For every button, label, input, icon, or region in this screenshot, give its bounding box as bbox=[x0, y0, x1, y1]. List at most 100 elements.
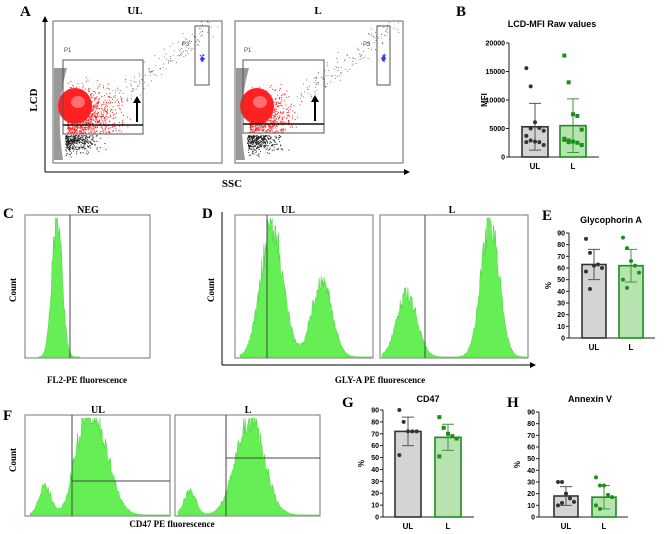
y-tick-label: 10000 bbox=[486, 98, 506, 105]
x-tick-label: L bbox=[446, 522, 451, 531]
y-tick-label: 10 bbox=[527, 503, 535, 510]
y-tick-label: 40 bbox=[527, 468, 535, 475]
panel-label-a: A bbox=[20, 4, 31, 20]
y-tick-label: 80 bbox=[527, 421, 535, 428]
y-tick-label: 0 bbox=[501, 155, 505, 162]
arrowhead-icon bbox=[404, 169, 410, 175]
data-point bbox=[568, 496, 572, 501]
bar-chart-e: Glycophorin A% 0 10 20 30 40 50 60 70 80 90 UL L bbox=[544, 215, 655, 352]
panel-d-title-l: L bbox=[449, 205, 456, 216]
y-tick-label: 70 bbox=[527, 433, 535, 440]
y-tick-label: 60 bbox=[557, 266, 565, 273]
bar-chart-g: CD47% 0 10 20 30 40 50 60 70 80 90 UL L bbox=[357, 394, 474, 531]
data-point bbox=[562, 137, 567, 142]
x-tick-label: UL bbox=[530, 162, 541, 171]
x-tick-label: UL bbox=[561, 522, 572, 531]
debris-cloud bbox=[54, 68, 67, 160]
gate-label-p3: P3 bbox=[182, 42, 190, 48]
bar-chart-b: LCD-MFI Raw values MFI 0 5000 10000 15000 2000… bbox=[480, 19, 599, 171]
data-point bbox=[454, 436, 459, 441]
x-tick-label: UL bbox=[589, 343, 600, 352]
data-point bbox=[528, 138, 533, 143]
y-tick-label: 50 bbox=[557, 277, 565, 284]
data-point bbox=[637, 270, 641, 275]
data-point bbox=[606, 492, 610, 497]
data-point bbox=[556, 480, 560, 484]
y-tick-label: 10 bbox=[557, 324, 565, 331]
panel-label-d: D bbox=[202, 206, 213, 222]
data-point bbox=[566, 80, 571, 85]
data-point bbox=[560, 501, 564, 505]
panel-f-title-l: L bbox=[245, 405, 252, 416]
data-point bbox=[541, 143, 546, 148]
panel-label-f: F bbox=[3, 408, 12, 424]
data-point bbox=[537, 125, 542, 130]
data-point bbox=[594, 503, 598, 508]
data-point bbox=[572, 499, 576, 504]
arrowhead-icon bbox=[530, 362, 536, 368]
gate-p1-l bbox=[242, 59, 325, 134]
chart-title: Glycophorin A bbox=[580, 215, 642, 225]
up-arrow-icon bbox=[311, 95, 319, 121]
data-point bbox=[560, 480, 564, 484]
plot-frame-ul bbox=[24, 414, 171, 517]
data-point bbox=[414, 429, 419, 434]
y-tick-label: 80 bbox=[371, 419, 379, 426]
bar-chart-h: Annexin V% 0 10 20 30 40 50 60 70 80 90 UL L bbox=[513, 394, 628, 531]
y-tick-label: 90 bbox=[527, 410, 535, 417]
y-axis-label: % bbox=[357, 460, 366, 467]
y-tick-label: 50 bbox=[527, 456, 535, 463]
data-point bbox=[579, 127, 584, 132]
y-tick-label: 10 bbox=[371, 503, 379, 510]
data-point bbox=[598, 506, 602, 511]
panel-f-xlabel: CD47 PE fluorescence bbox=[129, 519, 214, 529]
x-tick-label: L bbox=[571, 162, 576, 171]
data-point bbox=[625, 246, 629, 251]
gate-p3-l bbox=[376, 25, 391, 86]
y-axis-label: % bbox=[513, 461, 522, 468]
y-tick-label: 90 bbox=[371, 408, 379, 415]
y-tick-label: 0 bbox=[561, 336, 565, 343]
data-point bbox=[556, 503, 560, 508]
panel-label-b: B bbox=[456, 4, 466, 20]
chart-title: Annexin V bbox=[568, 394, 612, 404]
data-point bbox=[592, 263, 596, 268]
error-bar bbox=[560, 486, 572, 506]
y-tick-label: 20 bbox=[371, 491, 379, 498]
data-point bbox=[629, 259, 633, 263]
y-tick-label: 40 bbox=[557, 289, 565, 296]
y-axis-label: MFI bbox=[480, 93, 489, 107]
data-point bbox=[594, 475, 598, 480]
data-point bbox=[564, 491, 568, 496]
plot-frame-ul bbox=[52, 20, 223, 164]
panel-c-histogram: C NEG Count FL2-PE fluorescence bbox=[3, 205, 151, 385]
data-point bbox=[562, 53, 567, 58]
histogram-fill bbox=[29, 417, 169, 516]
gate-label-p1: P1 bbox=[244, 48, 252, 54]
y-tick-label: 30 bbox=[371, 479, 379, 486]
x-tick-label: L bbox=[602, 522, 607, 531]
data-point bbox=[579, 143, 584, 148]
data-point bbox=[602, 483, 606, 488]
panel-f-histogram: F UL L Count CD47 PE fluorescence bbox=[3, 405, 321, 529]
y-tick-label: 60 bbox=[527, 445, 535, 452]
data-point bbox=[446, 431, 450, 436]
panel-label-e: E bbox=[542, 208, 552, 224]
data-point bbox=[596, 262, 600, 267]
panel-c-xlabel: FL2-PE fluorescence bbox=[47, 375, 127, 385]
y-tick-label: 80 bbox=[557, 242, 565, 249]
panel-f-ylabel: Count bbox=[8, 448, 18, 472]
data-point bbox=[571, 112, 575, 117]
gate-p3-ul bbox=[194, 25, 210, 86]
data-point bbox=[584, 269, 588, 274]
panel-f-title-ul: UL bbox=[91, 405, 105, 416]
gate-p1-ul bbox=[62, 59, 144, 135]
x-tick-label: UL bbox=[403, 522, 414, 531]
data-point bbox=[397, 453, 402, 458]
chart-title: LCD-MFI Raw values bbox=[508, 19, 597, 29]
data-point bbox=[533, 139, 537, 144]
chart-title: CD47 bbox=[416, 394, 439, 404]
data-point bbox=[575, 140, 580, 145]
y-tick-label: 90 bbox=[557, 231, 565, 238]
